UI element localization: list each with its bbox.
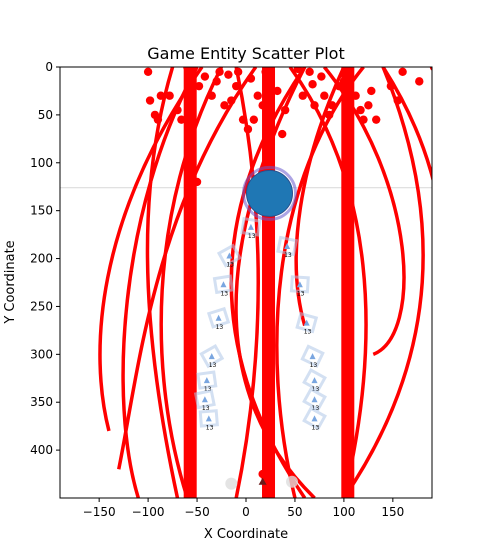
- x-tick-label: 150: [381, 505, 404, 519]
- red-point: [317, 72, 325, 80]
- y-tick-label: 50: [38, 108, 53, 122]
- entity-label: 13: [304, 329, 312, 336]
- red-point: [261, 68, 269, 76]
- red-point: [215, 68, 223, 76]
- red-point: [387, 82, 395, 90]
- red-point: [146, 96, 154, 104]
- red-point: [415, 77, 423, 85]
- entity-label: 13: [310, 362, 318, 369]
- x-tick-label: 0: [242, 505, 250, 519]
- blue-triangle-marker: [248, 224, 254, 230]
- blue-triangle-marker: [206, 415, 212, 421]
- red-point: [299, 92, 307, 100]
- red-point: [364, 101, 372, 109]
- grey-entity-dot: [225, 478, 237, 490]
- red-point: [144, 68, 152, 76]
- y-axis-label: Y Coordinate: [3, 240, 18, 324]
- red-point: [351, 92, 359, 100]
- y-tick-label: 350: [30, 395, 53, 409]
- grey-entity-dot: [286, 476, 298, 488]
- entity-label: 13: [248, 233, 256, 240]
- entity-label: 13: [216, 324, 224, 331]
- y-tick-label: 150: [30, 204, 53, 218]
- red-point: [247, 74, 255, 82]
- red-point: [308, 80, 316, 88]
- red-point: [305, 68, 313, 76]
- red-point: [320, 92, 328, 100]
- red-point: [232, 82, 240, 90]
- blue-triangle-marker: [310, 353, 316, 359]
- blue-triangle-marker: [204, 377, 210, 383]
- entity-label: 13: [312, 424, 320, 431]
- red-point: [359, 115, 367, 123]
- red-point: [394, 96, 402, 104]
- red-point: [254, 92, 262, 100]
- red-point: [294, 65, 302, 73]
- red-point: [273, 87, 281, 95]
- red-point: [212, 77, 220, 85]
- red-point: [281, 106, 289, 114]
- entity-label: 13: [206, 424, 214, 431]
- blue-triangle-marker: [216, 315, 222, 321]
- red-point: [310, 101, 318, 109]
- y-tick-label: 250: [30, 299, 53, 313]
- red-point: [258, 101, 266, 109]
- red-point: [278, 130, 286, 138]
- blue-triangle-marker: [312, 415, 318, 421]
- entity-label: 13: [284, 252, 292, 259]
- player-circle: [246, 170, 292, 216]
- y-tick-label: 400: [30, 443, 53, 457]
- red-point: [165, 92, 173, 100]
- red-point: [208, 92, 216, 100]
- entity-label: 13: [220, 290, 228, 297]
- blue-triangle-marker: [209, 353, 215, 359]
- plot-area: 131313131313131313131313131313: [60, 63, 442, 498]
- red-point: [157, 92, 165, 100]
- red-point: [239, 115, 247, 123]
- red-point: [188, 68, 196, 76]
- x-tick-label: −100: [132, 505, 165, 519]
- entity-label: 13: [297, 290, 305, 297]
- red-point: [220, 101, 228, 109]
- red-point: [227, 96, 235, 104]
- y-tick-label: 200: [30, 252, 53, 266]
- red-point: [224, 70, 232, 78]
- x-tick-label: 50: [287, 505, 302, 519]
- red-point: [201, 72, 209, 80]
- x-axis-label: X Coordinate: [204, 527, 288, 542]
- red-point: [193, 178, 201, 186]
- red-point: [177, 115, 185, 123]
- entity-label: 13: [209, 362, 217, 369]
- y-tick-label: 100: [30, 156, 53, 170]
- red-point: [244, 125, 252, 133]
- red-point: [234, 68, 242, 76]
- trajectory-curve: [290, 67, 366, 498]
- red-point: [325, 111, 333, 119]
- blue-triangle-marker: [220, 281, 226, 287]
- red-point: [154, 115, 162, 123]
- red-point: [356, 106, 364, 114]
- blue-triangle-marker: [202, 396, 208, 402]
- entity-label: 13: [226, 262, 234, 269]
- red-point: [195, 82, 203, 90]
- red-point: [250, 115, 258, 123]
- red-point: [328, 101, 336, 109]
- red-point: [367, 87, 375, 95]
- x-tick-label: −150: [83, 505, 116, 519]
- red-point: [372, 115, 380, 123]
- y-tick-label: 0: [45, 60, 53, 74]
- red-point: [340, 77, 348, 85]
- x-axis: −150 −100 −50 0 50 100 150: [83, 498, 405, 519]
- blue-triangle-marker: [312, 396, 318, 402]
- chart-title: Game Entity Scatter Plot: [147, 44, 344, 63]
- y-axis: 0 50 100 150 200 250 300 350 400: [30, 60, 60, 457]
- red-point: [345, 87, 353, 95]
- x-tick-label: −50: [184, 505, 209, 519]
- x-tick-label: 100: [332, 505, 355, 519]
- red-point: [173, 106, 181, 114]
- red-point: [398, 68, 406, 76]
- blue-triangle-marker: [312, 377, 318, 383]
- y-tick-label: 300: [30, 347, 53, 361]
